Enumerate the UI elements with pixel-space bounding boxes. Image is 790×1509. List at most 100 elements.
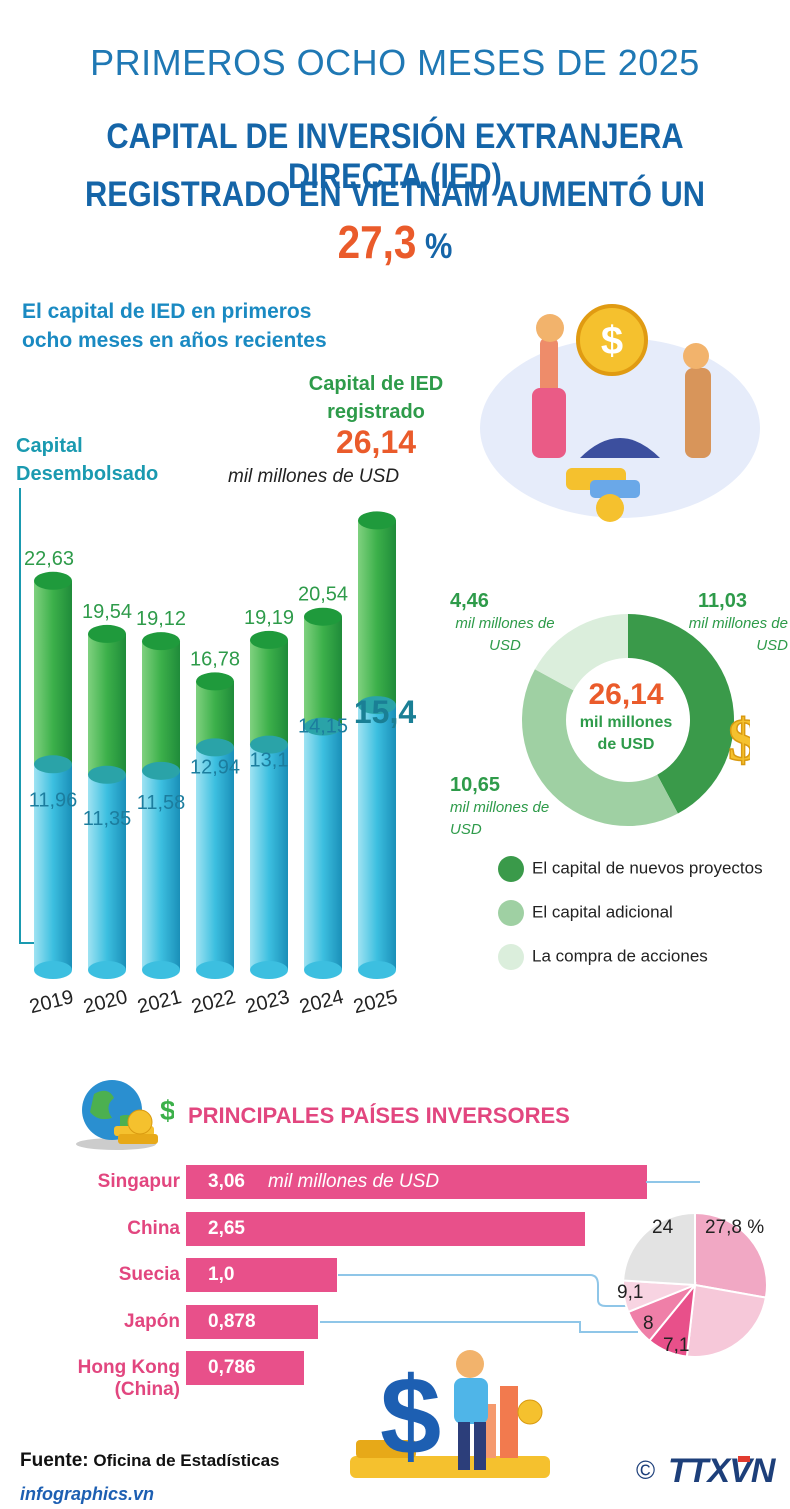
legend-label-acciones: La compra de acciones <box>532 946 708 966</box>
website-link[interactable]: infographics.vn <box>20 1484 155 1504</box>
nuevos-value: 11,03 <box>698 590 747 612</box>
country-bar-china: 2,65 <box>186 1212 585 1246</box>
section1-subtitle: El capital de IED en primeros ocho meses… <box>22 297 402 355</box>
country-value-hongkong: 0,786 <box>208 1357 256 1378</box>
bar-base-2024 <box>304 961 342 979</box>
pie-label-hongkong: 7,1 <box>663 1335 690 1356</box>
bar-base-2022 <box>196 961 234 979</box>
bar-base-2025 <box>358 961 396 979</box>
disbursed-value-2023: 13,1 <box>250 750 289 772</box>
registered-total: 26,14 <box>335 424 417 460</box>
registered-value-2023: 19,19 <box>244 607 294 629</box>
bar-pie-connectors <box>320 1181 700 1333</box>
copyright-symbol: © <box>636 1455 656 1485</box>
legend-item-adicional: El capital adicional <box>498 900 673 926</box>
disbursed-connector-line <box>19 488 21 944</box>
growth-unit: % <box>424 227 453 266</box>
country-bar-hongkong: 0,786 <box>186 1351 304 1385</box>
adicional-value: 10,65 <box>450 774 501 796</box>
dollar-icon: $ <box>728 707 750 773</box>
source-value: Oficina de Estadísticas <box>93 1451 280 1470</box>
registered-label-line2: registrado <box>327 401 425 423</box>
year-label-2020: 2020 <box>81 986 130 1018</box>
donut-total: 26,14 <box>588 678 664 711</box>
pie-label-china: 24 <box>652 1217 674 1238</box>
pie-slice-5 <box>622 1211 696 1287</box>
globe-money-icon: $ <box>76 1080 174 1150</box>
disbursed-label-line1: Capital <box>16 435 83 457</box>
registered-value-2021: 19,12 <box>136 608 186 630</box>
disbursed-connector-tick <box>19 942 39 944</box>
bar-base-2020 <box>88 961 126 979</box>
year-label-2021: 2021 <box>135 986 184 1018</box>
agency-logo-accent <box>738 1456 750 1462</box>
registered-bar-top-2025 <box>358 511 396 530</box>
disbursed-bar-2020 <box>88 774 126 970</box>
disbursed-value-2024: 14,15 <box>298 716 348 738</box>
disbursed-bar-top-2022 <box>196 738 234 757</box>
country-bar-singapur: 3,06 mil millones de USD <box>186 1165 647 1199</box>
disbursed-value-2020: 11,35 <box>83 808 132 830</box>
disbursed-label: Capital Desembolsado <box>16 432 158 488</box>
growth-percentage: 27,3 <box>337 216 417 268</box>
registered-value-2022: 16,78 <box>190 648 240 670</box>
disbursed-bar-2019 <box>34 764 72 970</box>
disbursed-bar-top-2019 <box>34 755 72 774</box>
pie-slice-0 <box>694 1211 768 1299</box>
pie-slice-1 <box>685 1283 768 1358</box>
svg-text:$: $ <box>380 1355 441 1478</box>
adicional-unit: mil millones de USD <box>450 799 550 838</box>
year-label-2022: 2022 <box>189 986 238 1018</box>
registered-value-2024: 20,54 <box>298 584 348 606</box>
country-label-suecia: Suecia <box>118 1264 180 1285</box>
registered-unit: mil millones de USD <box>228 466 400 487</box>
registered-bar-top-2020 <box>88 624 126 643</box>
donut-slice-0 <box>628 614 734 814</box>
investment-illustration: $ <box>480 304 760 522</box>
registered-value-2020: 19,54 <box>82 601 132 623</box>
legend-swatch-acciones <box>498 944 524 970</box>
header-title-line2: REGISTRADO EN VIETNAM AUMENTÓ UN 27,3 % <box>47 175 742 269</box>
acciones-value: 4,46 <box>450 590 489 612</box>
country-label-japon: Japón <box>124 1311 180 1332</box>
country-label-china: China <box>127 1218 180 1239</box>
year-label-2025: 2025 <box>351 986 400 1018</box>
disbursed-bar-top-2023 <box>250 735 288 754</box>
country-label-singapur: Singapur <box>97 1171 180 1192</box>
nuevos-unit: mil millones de USD <box>688 615 788 654</box>
registered-value-2019: 22,63 <box>24 548 74 570</box>
bar-base-2023 <box>250 961 288 979</box>
registered-label: Capital de IED registrado <box>296 370 456 426</box>
disbursed-bar-2021 <box>142 770 180 970</box>
source-label: Fuente: <box>20 1450 89 1471</box>
country-value-singapur: 3,06 <box>208 1171 245 1192</box>
country-share-pie <box>622 1211 768 1358</box>
registered-label-line1: Capital de IED <box>308 373 444 395</box>
agency-logo: TTXVN <box>668 1452 775 1490</box>
title-line2-text: REGISTRADO EN VIETNAM AUMENTÓ UN <box>84 175 705 214</box>
disbursed-bar-top-2025 <box>358 696 396 715</box>
year-label-2023: 2023 <box>243 986 292 1018</box>
legend-item-nuevos: El capital de nuevos proyectos <box>498 856 763 882</box>
donut-slice-2 <box>534 614 628 691</box>
year-label-2024: 2024 <box>297 986 346 1018</box>
year-label-2019: 2019 <box>27 986 76 1018</box>
disbursed-value-2021: 11,58 <box>137 792 186 814</box>
disbursed-bar-2025 <box>358 705 396 970</box>
disbursed-label-line2: Desembolsado <box>16 463 159 485</box>
country-value-japon: 0,878 <box>208 1311 256 1332</box>
bar-base-2019 <box>34 961 72 979</box>
disbursed-bar-2022 <box>196 747 234 970</box>
registered-bar-top-2024 <box>304 607 342 626</box>
donut-label-acciones: 4,46 mil millones de USD <box>450 590 560 657</box>
source-line: Fuente: Oficina de Estadísticas <box>20 1450 279 1472</box>
registered-bar-top-2022 <box>196 672 234 691</box>
disbursed-bar-2024 <box>304 726 342 970</box>
fdi-column-chart: 22,63 11,96 2019 19,54 11,35 2020 19,12 11,58 20… <box>24 511 416 1018</box>
svg-text:$: $ <box>601 319 623 363</box>
subtitle-line1: El capital de IED en primeros <box>22 300 312 323</box>
legend-swatch-nuevos <box>498 856 524 882</box>
disbursed-bar-top-2020 <box>88 765 126 784</box>
disbursed-value-2019: 11,96 <box>29 789 78 811</box>
countries-title: PRINCIPALES PAÍSES INVERSORES <box>188 1103 570 1128</box>
